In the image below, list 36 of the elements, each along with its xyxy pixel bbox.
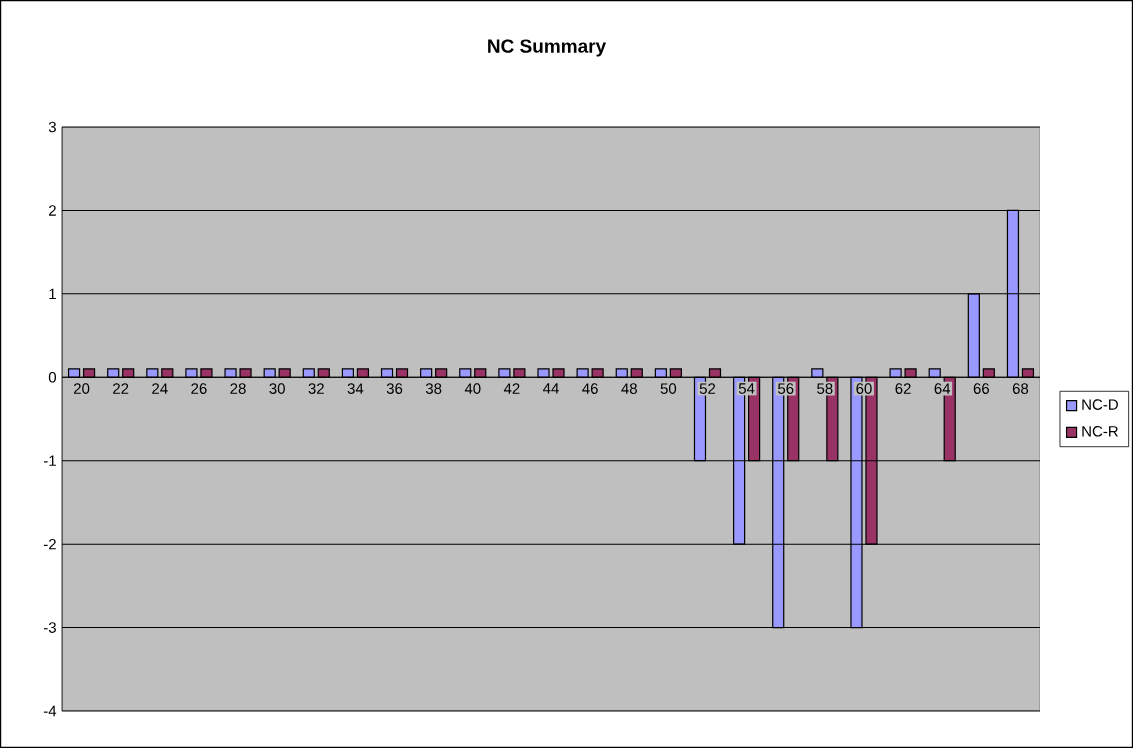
x-tick-label: 50 [660, 383, 677, 394]
x-tick-label: 56 [777, 383, 794, 394]
y-tick-label: 3 [48, 121, 56, 133]
y-tick-label: -2 [43, 538, 56, 550]
x-tick-label: 60 [856, 383, 872, 394]
chart-title: NC Summary [488, 39, 607, 57]
y-tick-label: -4 [43, 705, 57, 717]
x-tick-label: 58 [817, 383, 833, 394]
x-tick-label: 40 [464, 383, 481, 394]
y-tick-label: -1 [43, 455, 56, 466]
x-tick-label: 52 [699, 383, 716, 394]
x-tick-label: 32 [308, 383, 324, 394]
x-tick-label: 22 [113, 383, 129, 394]
x-tick-label: 36 [386, 383, 403, 394]
x-tick-label: 62 [895, 383, 911, 394]
y-tick-label: -3 [43, 622, 56, 633]
x-tick-label: 66 [973, 383, 990, 394]
x-tick-label: 64 [934, 383, 951, 394]
x-tick-label: 44 [543, 383, 559, 394]
x-tick-label: 30 [269, 383, 285, 394]
x-tick-label: 68 [1012, 383, 1029, 394]
x-tick-label: 38 [425, 383, 442, 394]
x-tick-label: 34 [347, 383, 364, 394]
x-tick-label: 48 [621, 383, 637, 394]
x-tick-label: 54 [738, 383, 755, 394]
x-tick-label: 42 [503, 383, 520, 394]
x-tick-label: 26 [191, 383, 207, 394]
legend-label: NC-D [1082, 399, 1118, 410]
y-tick-label: 0 [48, 371, 57, 383]
x-tick-label: 28 [230, 383, 246, 394]
y-tick-label: 1 [49, 288, 56, 300]
x-tick-label: 20 [73, 383, 90, 394]
x-tick-label: 24 [152, 383, 168, 394]
legend-label: NC-R [1082, 425, 1118, 437]
y-tick-label: 2 [49, 205, 56, 216]
x-tick-label: 46 [582, 383, 598, 394]
